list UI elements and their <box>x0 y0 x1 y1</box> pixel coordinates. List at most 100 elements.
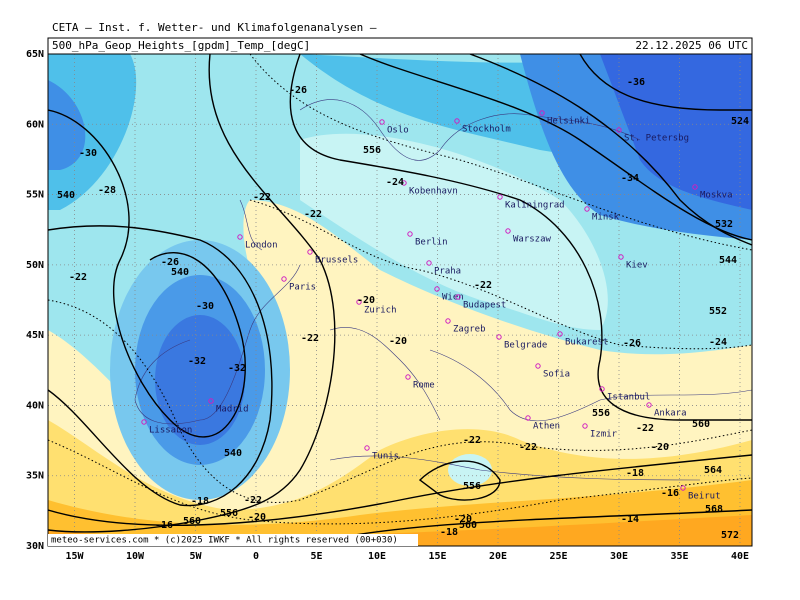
lon-label: 20E <box>489 551 507 562</box>
city-label: Madrid <box>216 405 249 415</box>
lat-label: 40N <box>26 400 44 411</box>
low-field <box>155 315 245 445</box>
city-marker <box>426 260 432 266</box>
contour-label: -22 <box>304 209 322 220</box>
city-label: Ankara <box>654 409 687 419</box>
city-marker <box>379 119 385 125</box>
lat-label: 35N <box>26 471 44 482</box>
contour-label: -20 <box>248 512 266 523</box>
contour-label: -20 <box>454 514 472 525</box>
city-marker <box>208 398 214 404</box>
footer-text: meteo-services.com * (c)2025 IWKF * All … <box>51 536 398 546</box>
height-contour <box>48 109 246 438</box>
map-date: 22.12.2025 06 UTC <box>635 39 748 52</box>
contour-label: -20 <box>357 295 375 306</box>
contour-label: -26 <box>289 85 307 96</box>
temperature-contour <box>48 439 752 525</box>
lat-label: 55N <box>26 190 44 201</box>
city-label: Zurich <box>364 306 397 316</box>
city-marker <box>401 180 407 186</box>
contour-label: 560 <box>183 516 201 527</box>
lat-label: 65N <box>26 49 44 60</box>
city-marker <box>646 402 652 408</box>
contour-label: -24 <box>709 337 727 348</box>
contour-label: -32 <box>228 363 246 374</box>
height-contour <box>289 54 752 421</box>
city-marker <box>405 374 411 380</box>
lon-label: 35E <box>670 551 688 562</box>
city-label: Zagreb <box>453 325 486 335</box>
city-label: Sofia <box>543 370 570 380</box>
contour-label: 572 <box>721 530 739 541</box>
height-contour <box>48 54 336 533</box>
contour-label: -26 <box>161 257 179 268</box>
contour-label: -22 <box>69 272 87 283</box>
height-contour <box>469 54 752 246</box>
contour-label: 568 <box>705 504 723 515</box>
lon-label: 25E <box>549 551 567 562</box>
lon-label: 5W <box>189 551 202 562</box>
city-marker <box>364 445 370 451</box>
height-contour <box>579 54 752 111</box>
contour-label: -34 <box>621 173 639 184</box>
contour-label: 556 <box>592 408 610 419</box>
contour-label: 544 <box>719 255 737 266</box>
contour-label: -16 <box>155 520 173 531</box>
contour-label: 560 <box>459 520 477 531</box>
map-area <box>48 54 752 546</box>
contour-label: 540 <box>171 267 189 278</box>
city-marker <box>692 184 698 190</box>
city-marker <box>680 485 686 491</box>
city-marker <box>445 318 451 324</box>
cold-field <box>600 54 752 210</box>
contour-label: -22 <box>244 495 262 506</box>
lon-label: 10W <box>126 551 145 562</box>
contour-label: -22 <box>253 192 271 203</box>
city-label: Rome <box>413 381 435 391</box>
temperature-contour <box>249 199 752 350</box>
city-label: Berlin <box>415 238 448 248</box>
city-label: London <box>245 241 278 251</box>
city-label: Tunis <box>372 452 399 462</box>
contour-label: -28 <box>98 185 116 196</box>
contour-label: 560 <box>692 419 710 430</box>
city-marker <box>281 276 287 282</box>
lat-label: 60N <box>26 119 44 130</box>
footer-box <box>48 534 418 546</box>
contour-label: -18 <box>191 496 209 507</box>
city-marker <box>407 231 413 237</box>
contour-label: -36 <box>627 77 645 88</box>
city-marker <box>616 127 622 133</box>
lon-label: 40E <box>731 551 749 562</box>
map-subtitle: 500_hPa_Geop_Heights_[gpdm]_Temp_[degC] <box>52 39 310 52</box>
contour-label: 540 <box>224 448 242 459</box>
coastline <box>134 99 752 481</box>
contour-label: -18 <box>440 527 458 538</box>
contour-label: -30 <box>79 148 97 159</box>
lat-label: 45N <box>26 330 44 341</box>
city-marker <box>599 386 605 392</box>
city-marker <box>505 228 511 234</box>
city-label: Beirut <box>688 492 721 502</box>
contour-label: -30 <box>196 301 214 312</box>
contour-label: -32 <box>188 356 206 367</box>
contour-label: -14 <box>621 514 639 525</box>
city-marker <box>237 234 243 240</box>
city-label: St. Petersbg <box>624 134 689 144</box>
lon-label: 10E <box>368 551 386 562</box>
city-label: Athen <box>533 422 560 432</box>
city-marker <box>525 415 531 421</box>
city-label: Kiev <box>626 261 648 271</box>
contour-label: 556 <box>463 481 481 492</box>
contour-label: 564 <box>704 465 722 476</box>
city-marker <box>535 363 541 369</box>
city-label: Paris <box>289 283 316 293</box>
city-marker <box>557 331 563 337</box>
lon-label: 30E <box>610 551 628 562</box>
city-marker <box>618 254 624 260</box>
city-label: Warszaw <box>513 235 552 245</box>
city-marker <box>539 110 545 116</box>
lon-label: 15W <box>65 551 84 562</box>
city-marker <box>141 419 147 425</box>
city-label: Kobenhavn <box>409 187 458 197</box>
